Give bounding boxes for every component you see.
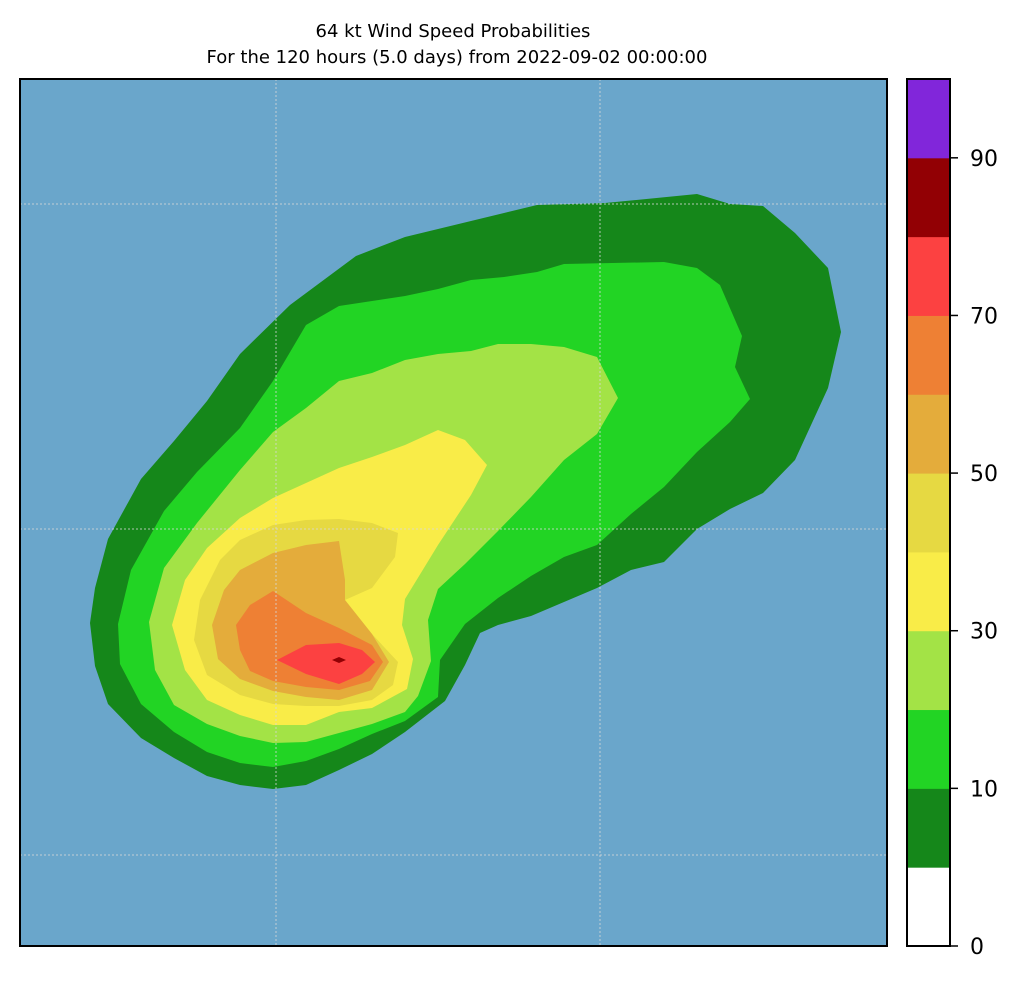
colorbar-tick-label: 30 <box>970 620 998 645</box>
colorbar-tick-label: 50 <box>970 462 998 487</box>
map-gridlines <box>20 79 887 946</box>
contour-level-80 <box>332 657 346 663</box>
colorbar-tick-label: 90 <box>970 147 998 172</box>
colorbar-segment <box>907 473 950 553</box>
colorbar-segment <box>907 551 950 632</box>
chart-subtitle: For the 120 hours (5.0 days) from 2022-0… <box>207 47 708 68</box>
map-frame <box>19 78 888 947</box>
colorbar-tick-label: 70 <box>970 304 998 329</box>
colorbar-tick-label: 10 <box>970 777 998 802</box>
colorbar-segment <box>907 394 950 474</box>
colorbar-segment <box>907 236 950 316</box>
colorbar-segment <box>907 709 950 789</box>
colorbar-segment <box>907 79 950 159</box>
colorbar-segment <box>907 630 950 711</box>
colorbar-segment <box>907 788 950 868</box>
contour-level-70 <box>277 643 375 684</box>
chart-title: 64 kt Wind Speed Probabilities <box>316 21 591 42</box>
colorbar-segment <box>907 157 950 238</box>
colorbar: 0 10 30 50 70 90 <box>906 78 998 960</box>
colorbar-tick-label: 0 <box>970 935 984 960</box>
colorbar-segment <box>907 867 950 947</box>
colorbar-frame <box>906 78 951 947</box>
colorbar-segment <box>907 315 950 395</box>
